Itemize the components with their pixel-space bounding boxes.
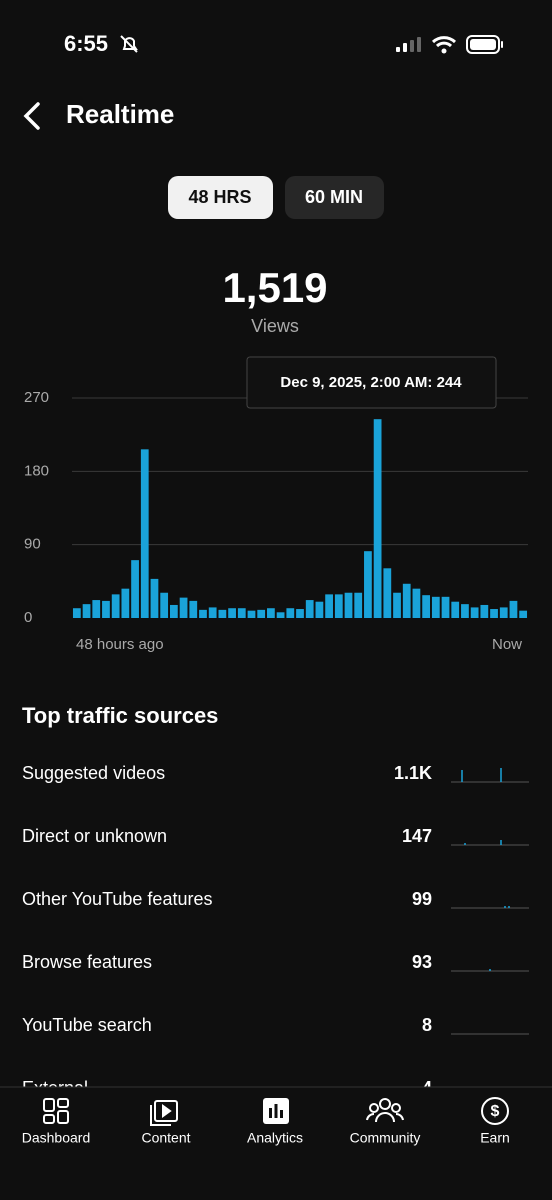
total-label: Views [251,316,299,336]
bar [383,568,392,618]
bar [199,609,207,618]
source-value: 147 [402,826,432,846]
nav-item[interactable]: Content [141,1130,190,1146]
page-title: Realtime [66,99,174,129]
source-name[interactable]: Other YouTube features [22,889,212,909]
bar [150,578,159,618]
bar [422,595,431,618]
total-views: 1,519 [222,264,327,311]
section-title: Top traffic sources [22,703,218,728]
bar [189,600,198,618]
tooltip [246,356,497,409]
tab-48h[interactable] [168,176,273,219]
bar [470,607,479,618]
source-name[interactable]: Direct or unknown [22,826,167,846]
y-tick-label: 90 [24,536,41,553]
bar [247,610,256,618]
source-value: 8 [422,1015,432,1035]
bar [228,608,236,618]
bar [325,594,333,618]
bar [208,607,217,618]
bar [305,600,314,618]
bar [499,607,508,618]
bar [315,601,324,618]
bar [296,609,304,618]
source-name[interactable]: Suggested videos [22,763,165,783]
y-tick-label: 270 [24,389,49,406]
bottom-nav: $ [0,1086,552,1200]
nav-item[interactable]: Dashboard [22,1130,91,1146]
tooltip-text: Dec 9, 2025, 2:00 AM: 244 [280,374,462,391]
bar [82,604,91,618]
bar [431,596,440,618]
bar [276,612,285,618]
back-button[interactable] [23,102,40,130]
bar [257,609,266,618]
x-start-label: 48 hours ago [76,636,164,653]
bar [509,600,518,618]
bar [121,588,130,618]
nav-item[interactable]: Earn [480,1130,510,1146]
chart: 0 90 180 270 [24,389,528,626]
bar [160,592,169,618]
tab-label: 60 MIN [305,187,363,207]
bar [402,583,411,618]
bar [490,609,498,618]
nav-items: Dashboard Content Analytics Community Earn [22,1130,510,1146]
bar [412,588,421,618]
bar [480,604,489,618]
source-value: 99 [412,889,432,909]
tab-60m[interactable] [285,176,384,219]
bar [218,609,227,618]
bar [364,551,372,618]
source-name[interactable]: YouTube search [22,1015,152,1035]
bar [169,604,178,618]
bar [354,592,363,618]
status-time: 6:55 [64,31,108,56]
bar [334,594,343,618]
bar [373,419,382,618]
bar [519,610,528,618]
bar [72,608,81,618]
bar [237,608,246,618]
source-value: 1.1K [394,763,432,783]
bar [286,608,295,618]
bar [344,592,353,618]
source-value: 93 [412,952,432,972]
svg-text:$: $ [491,1103,500,1120]
nav-item[interactable]: Community [350,1130,421,1146]
bar [179,597,188,618]
bar [111,594,120,618]
bar [461,604,469,618]
y-tick-label: 0 [24,609,32,626]
bar [451,601,460,618]
source-name[interactable]: Browse features [22,952,152,972]
bar [131,560,139,618]
bar [92,600,101,618]
nav-item[interactable]: Analytics [247,1130,303,1146]
status-icons [120,35,503,54]
bar [102,600,110,618]
tab-label: 48 HRS [188,187,251,207]
bar [140,449,149,618]
y-tick-label: 180 [24,462,49,479]
bar [441,596,450,618]
bar [267,608,275,618]
bar [393,592,401,618]
traffic-list: Suggested videos 1.1K Direct or unknown 147… [22,763,529,1098]
x-end-label: Now [492,636,522,653]
